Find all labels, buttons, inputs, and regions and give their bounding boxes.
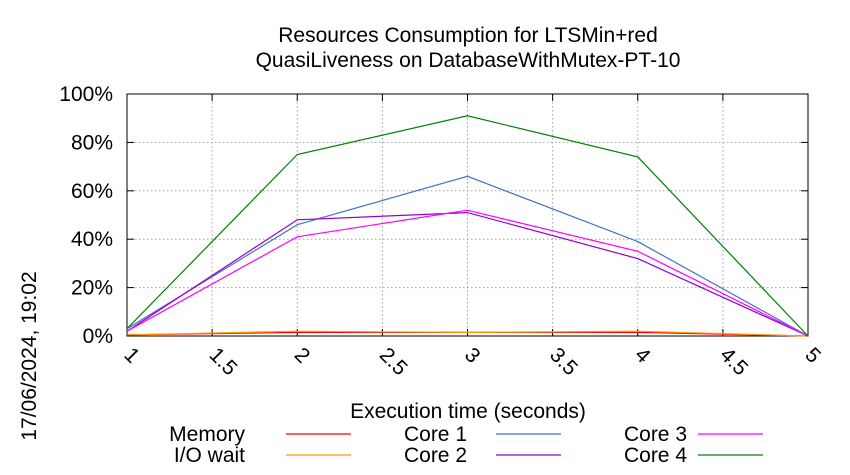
timestamp-label: 17/06/2024, 19:02	[18, 271, 41, 440]
series-line-i-o-wait	[126, 330, 809, 337]
legend-label-i-o-wait: I/O wait	[174, 444, 245, 467]
x-tick-label: 3.5	[545, 343, 582, 380]
legend-label-memory: Memory	[169, 423, 245, 446]
grid	[127, 94, 808, 336]
x-tick-label: 2	[290, 343, 315, 368]
series-line-core-4	[126, 115, 809, 337]
axes: 0% 20% 40% 60% 80% 100% 1 1.5 2 2.5 3 3.5 4 4.5 5	[59, 83, 825, 380]
y-tick-label: 0%	[83, 325, 113, 348]
y-tick-label: 100%	[59, 83, 113, 106]
legend-label-core-2: Core 2	[404, 444, 467, 467]
y-tick-label: 20%	[71, 277, 113, 300]
legend-label-core-4: Core 4	[624, 444, 687, 467]
x-tick-label: 4	[630, 343, 655, 368]
y-tick-label: 80%	[71, 131, 113, 154]
x-axis-label: Execution time (seconds)	[350, 400, 586, 423]
series-line-core-3	[126, 209, 809, 337]
chart-title-line1: Resources Consumption for LTSMin+red	[278, 24, 658, 47]
x-tick-label: 5	[800, 343, 825, 368]
series-lines	[126, 115, 809, 337]
series-line-core-1	[126, 175, 809, 337]
x-tick-label: 1	[119, 343, 144, 368]
y-tick-label: 40%	[71, 228, 113, 251]
x-tick-label: 3	[460, 343, 485, 368]
y-tick-label: 60%	[71, 180, 113, 203]
series-line-core-2	[126, 211, 809, 337]
chart-title-line2: QuasiLiveness on DatabaseWithMutex-PT-10	[256, 49, 681, 72]
legend-label-core-1: Core 1	[404, 423, 467, 446]
x-tick-label: 1.5	[205, 343, 242, 380]
x-tick-label: 4.5	[715, 343, 752, 380]
legend-label-core-3: Core 3	[624, 423, 687, 446]
x-tick-label: 2.5	[375, 343, 412, 380]
